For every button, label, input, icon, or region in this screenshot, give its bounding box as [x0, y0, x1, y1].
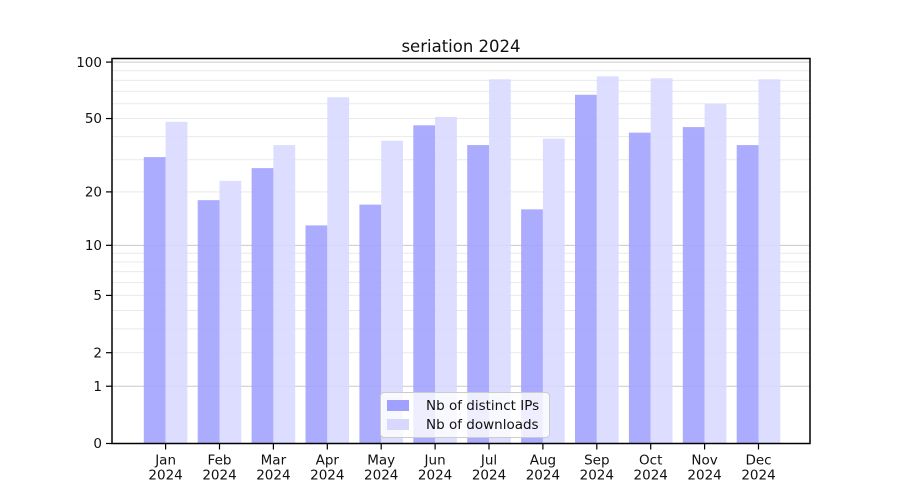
bar-distinct-ips-mar	[251, 168, 274, 444]
bar-downloads-aug	[542, 138, 565, 444]
bar-distinct-ips-may	[359, 204, 382, 444]
bar-distinct-ips-apr	[305, 225, 328, 444]
plot-border	[111, 57, 811, 445]
bar-downloads-mar	[273, 145, 296, 444]
x-tick-label-jun: Jun 2024	[418, 453, 452, 484]
bar-downloads-feb	[219, 180, 242, 444]
x-tick-label-dec: Dec 2024	[741, 453, 775, 484]
bar-distinct-ips-oct	[628, 132, 651, 444]
y-tick-label: 20	[85, 185, 102, 201]
y-tick-label: 100	[76, 55, 102, 71]
y-tick-label: 2	[93, 345, 102, 361]
bar-distinct-ips-sep	[575, 94, 597, 444]
bar-downloads-jan	[165, 121, 188, 444]
legend-swatch-distinct-ips	[387, 400, 409, 411]
bar-downloads-jul	[489, 79, 511, 444]
legend-item-downloads: Nb of downloads	[387, 416, 539, 433]
bar-distinct-ips-aug	[521, 209, 543, 444]
bar-distinct-ips-feb	[197, 200, 220, 444]
bar-downloads-sep	[596, 76, 619, 444]
bar-downloads-apr	[327, 97, 350, 444]
bar-downloads-may	[381, 140, 403, 444]
x-tick-label-feb: Feb 2024	[202, 453, 236, 484]
y-tick-label: 10	[85, 238, 102, 254]
bar-distinct-ips-dec	[736, 145, 759, 444]
bar-distinct-ips-jun	[413, 125, 436, 444]
x-tick-label-jul: Jul 2024	[472, 453, 506, 484]
x-tick-label-jan: Jan 2024	[148, 453, 182, 484]
bar-downloads-nov	[704, 103, 727, 444]
y-tick-label: 50	[85, 111, 102, 127]
x-tick-label-apr: Apr 2024	[310, 453, 344, 484]
legend-swatch-downloads	[387, 419, 409, 430]
legend-item-distinct-ips: Nb of distinct IPs	[387, 397, 540, 414]
legend-label-downloads: Nb of downloads	[426, 416, 539, 433]
y-tick-label: 5	[93, 288, 102, 304]
y-tick-label: 1	[93, 379, 102, 395]
legend-label-distinct-ips: Nb of distinct IPs	[426, 397, 540, 414]
bar-downloads-dec	[758, 79, 781, 444]
chart-title: seriation 2024	[401, 37, 521, 56]
bar-distinct-ips-nov	[682, 127, 705, 444]
x-tick-label-oct: Oct 2024	[634, 453, 668, 484]
x-tick-label-sep: Sep 2024	[580, 453, 614, 484]
bar-distinct-ips-jul	[467, 145, 489, 444]
y-tick-label: 0	[93, 436, 102, 452]
x-tick-label-aug: Aug 2024	[526, 453, 560, 484]
x-tick-label-mar: Mar 2024	[256, 453, 290, 484]
bar-distinct-ips-jan	[143, 157, 166, 444]
bar-downloads-oct	[650, 78, 673, 444]
x-tick-label-nov: Nov 2024	[687, 453, 721, 484]
legend: Nb of distinct IPs Nb of downloads	[380, 392, 551, 438]
x-tick-label-may: May 2024	[364, 453, 398, 484]
bar-downloads-jun	[435, 116, 457, 444]
